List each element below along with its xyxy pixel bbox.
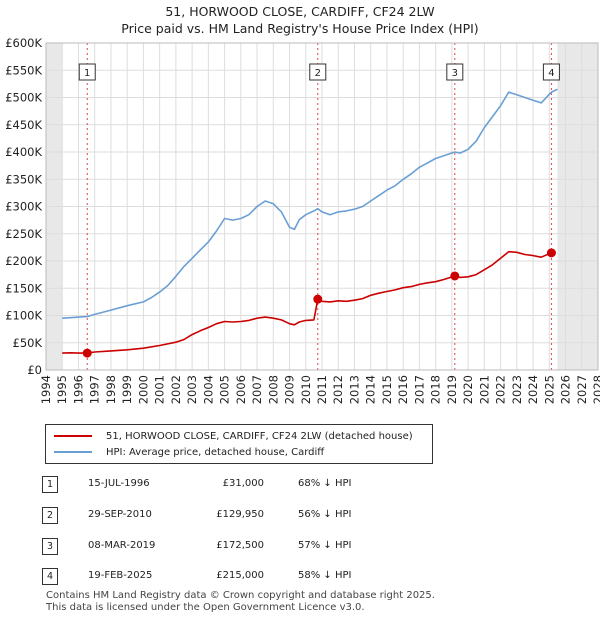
x-tick-label: 2001 — [153, 375, 167, 404]
series-line-hpi — [62, 88, 558, 319]
x-tick-label: 2014 — [364, 375, 378, 404]
x-tick-label: 2005 — [218, 375, 232, 404]
y-tick-label: £100K — [5, 309, 42, 323]
series-line-property — [62, 250, 556, 354]
x-tick-label: 2016 — [396, 375, 410, 404]
legend-item-hpi: HPI: Average price, detached house, Card… — [54, 445, 324, 459]
legend-label-hpi: HPI: Average price, detached house, Card… — [106, 446, 325, 458]
transaction-price: £215,000 — [216, 570, 264, 581]
y-tick-label: £200K — [5, 254, 42, 268]
x-tick-label: 2017 — [412, 375, 426, 404]
y-tick-label: £400K — [5, 145, 42, 159]
y-tick-label: £250K — [5, 227, 42, 241]
table-row: 3 08-MAR-2019 £172,500 57% ↓ HPI — [40, 538, 440, 558]
x-tick-label: 2025 — [542, 375, 556, 404]
x-tick-label: 2018 — [429, 375, 443, 404]
x-tick-label: 2021 — [477, 375, 491, 404]
x-tick-label: 2008 — [266, 375, 280, 404]
transaction-price: £129,950 — [216, 509, 264, 520]
table-row: 4 19-FEB-2025 £215,000 58% ↓ HPI — [40, 568, 440, 588]
x-tick-label: 1995 — [55, 375, 69, 404]
transaction-date: 08-MAR-2019 — [88, 540, 156, 551]
legend: 51, HORWOOD CLOSE, CARDIFF, CF24 2LW (de… — [45, 424, 433, 464]
x-tick-label: 2000 — [136, 375, 150, 404]
marker-badge-box — [446, 63, 464, 81]
transaction-hpi: 56% ↓ HPI — [298, 509, 352, 520]
marker-badge-label: 4 — [548, 68, 554, 79]
table-row: 2 29-SEP-2010 £129,950 56% ↓ HPI — [40, 507, 440, 527]
y-tick-label: £600K — [5, 36, 42, 50]
x-tick-label: 2012 — [331, 375, 345, 404]
x-tick-label: 1994 — [39, 375, 53, 404]
transaction-date: 29-SEP-2010 — [88, 509, 152, 520]
marker-badge-label: 2 — [315, 68, 321, 79]
y-tick-label: £50K — [13, 336, 43, 350]
x-tick-label: 2020 — [461, 375, 475, 404]
y-tick-label: £150K — [5, 281, 42, 295]
x-tick-label: 2010 — [299, 375, 313, 404]
transaction-number: 2 — [42, 507, 58, 524]
legend-item-property: 51, HORWOOD CLOSE, CARDIFF, CF24 2LW (de… — [54, 429, 413, 443]
legend-swatch-blue — [54, 451, 92, 453]
x-tick-label: 2024 — [526, 375, 540, 404]
footer-licence: This data is licensed under the Open Gov… — [46, 602, 365, 613]
y-tick-label: £450K — [5, 118, 42, 132]
transaction-date: 19-FEB-2025 — [88, 570, 153, 581]
price-chart: £0 £50K £100K £150K £200K £250K £300K £350K £400… — [5, 36, 600, 404]
x-tick-label: 2009 — [283, 375, 297, 404]
legend-swatch-red — [54, 435, 92, 437]
x-tick-label: 2022 — [494, 375, 508, 404]
marker-badge: 1 — [78, 63, 96, 81]
transaction-hpi: 58% ↓ HPI — [298, 570, 352, 581]
transaction-number: 3 — [42, 538, 58, 555]
legend-label-property: 51, HORWOOD CLOSE, CARDIFF, CF24 2LW (de… — [106, 430, 413, 442]
y-tick-label: £0 — [27, 363, 42, 377]
footer-copyright: Contains HM Land Registry data © Crown c… — [46, 590, 435, 601]
sale-point — [313, 294, 323, 304]
chart-title: 51, HORWOOD CLOSE, CARDIFF, CF24 2LW — [165, 4, 435, 19]
marker-badge: 3 — [446, 63, 464, 81]
transaction-number: 1 — [42, 476, 58, 493]
x-tick-label: 2019 — [445, 375, 459, 404]
x-tick-label: 2011 — [315, 375, 329, 404]
transaction-hpi: 57% ↓ HPI — [298, 540, 352, 551]
x-tick-label: 2003 — [185, 375, 199, 404]
x-tick-label: 2028 — [591, 375, 600, 404]
chart-subtitle: Price paid vs. HM Land Registry's House … — [121, 21, 479, 36]
transaction-date: 15-JUL-1996 — [88, 478, 150, 489]
marker-badge-box — [309, 63, 327, 81]
transaction-price: £172,500 — [216, 540, 264, 551]
x-tick-label: 1999 — [120, 375, 134, 404]
table-row: 1 15-JUL-1996 £31,000 68% ↓ HPI — [40, 476, 440, 496]
x-tick-label: 2004 — [201, 375, 215, 404]
sale-point — [450, 271, 460, 281]
plot-frame — [45, 42, 599, 371]
x-tick-label: 2006 — [234, 375, 248, 404]
y-tick-label: £350K — [5, 172, 42, 186]
x-tick-label: 1997 — [88, 375, 102, 404]
x-tick-label: 2007 — [250, 375, 264, 404]
x-tick-label: 1996 — [71, 375, 85, 404]
y-tick-label: £550K — [5, 63, 42, 77]
transaction-hpi: 68% ↓ HPI — [298, 478, 352, 489]
sale-point — [82, 348, 92, 358]
marker-badge: 4 — [542, 63, 560, 81]
x-tick-label: 2023 — [510, 375, 524, 404]
y-tick-label: £500K — [5, 91, 42, 105]
x-tick-label: 1998 — [104, 375, 118, 404]
sale-point — [546, 248, 556, 258]
marker-badge-label: 3 — [452, 68, 458, 79]
x-tick-label: 2015 — [380, 375, 394, 404]
marker-badge-label: 1 — [84, 68, 90, 79]
x-tick-label: 2013 — [347, 375, 361, 404]
x-tick-label: 2026 — [559, 375, 573, 404]
x-tick-label: 2027 — [575, 375, 589, 404]
transaction-number: 4 — [42, 568, 58, 585]
marker-badge: 2 — [309, 63, 327, 81]
transaction-price: £31,000 — [222, 478, 264, 489]
x-tick-label: 2002 — [169, 375, 183, 404]
marker-badge-box — [78, 63, 96, 81]
marker-badge-box — [542, 63, 560, 81]
y-tick-label: £300K — [5, 200, 42, 214]
